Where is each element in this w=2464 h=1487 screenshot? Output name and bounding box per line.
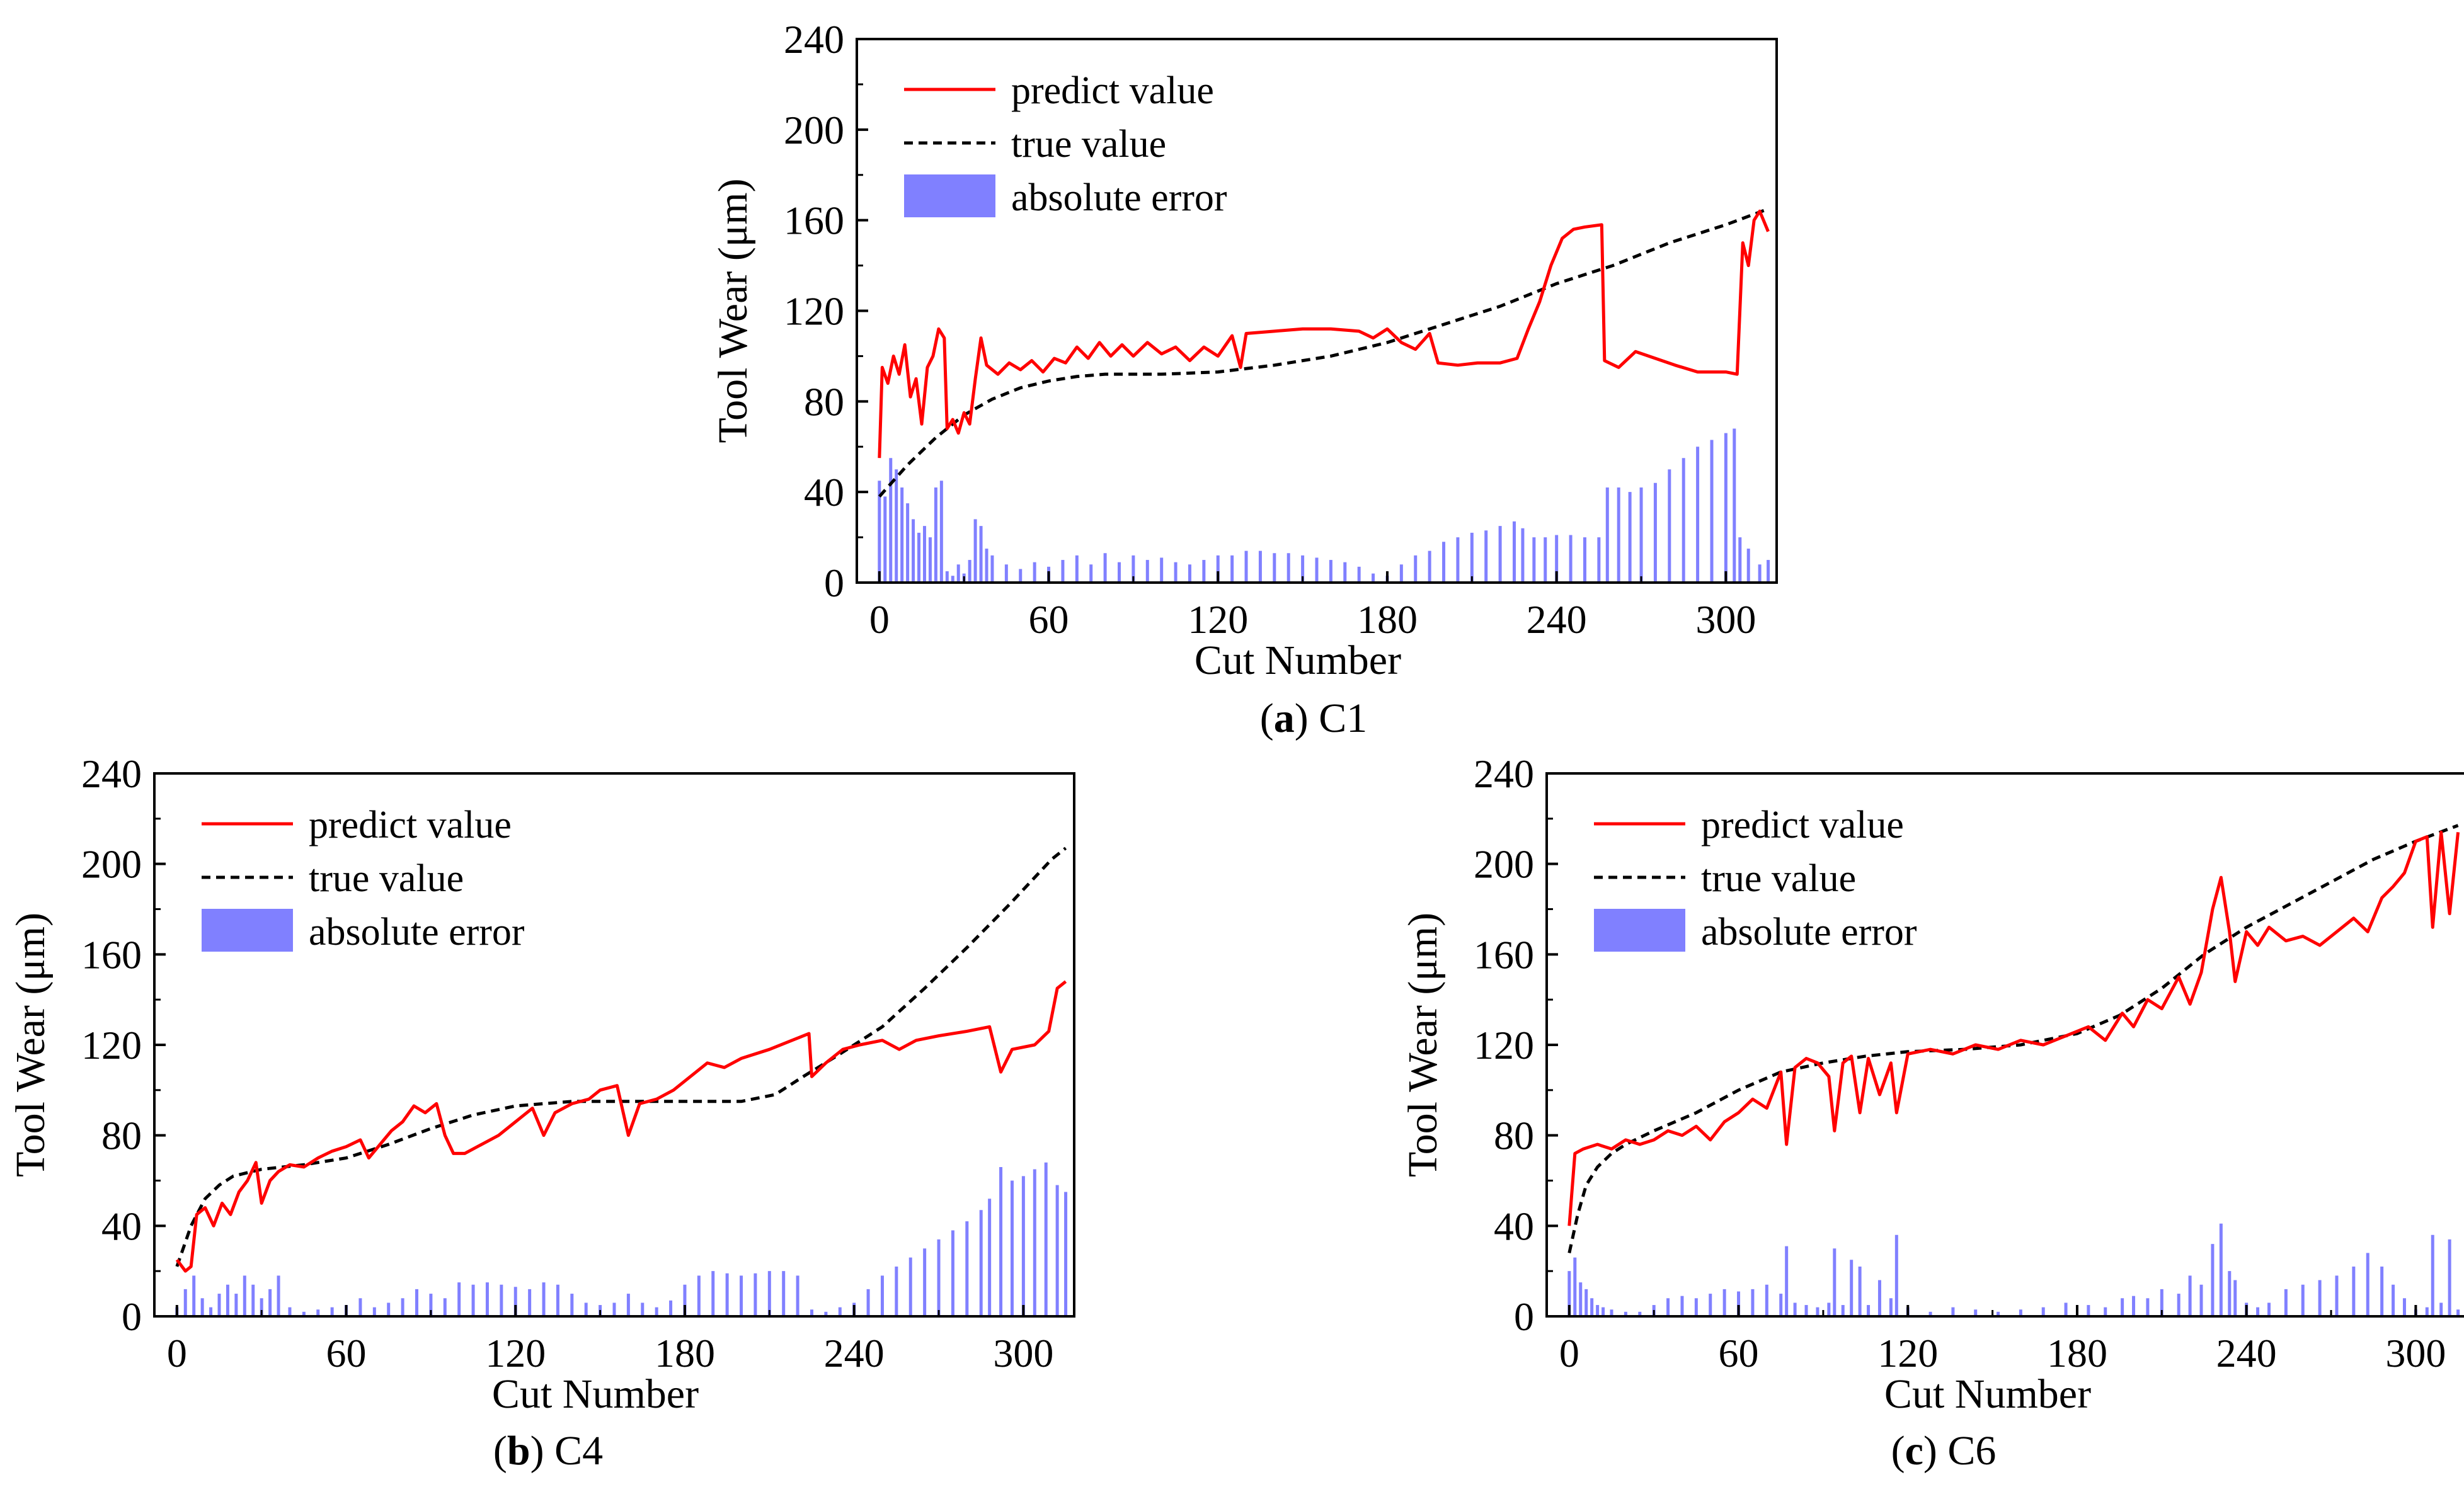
chart-b-caption-letter: b <box>507 1428 530 1474</box>
chart-a-plot-frame <box>856 38 1778 584</box>
chart-c-caption-letter: c <box>1905 1428 1923 1474</box>
chart-c-xtick-label-240: 240 <box>2216 1331 2277 1376</box>
chart-panel-b: 0 40 80 120 160 200 240 0 60 120 180 240 300 Cut Numb… <box>8 751 1075 1474</box>
chart-a-legend-predict-label: predict value <box>1011 69 1214 112</box>
chart-a-y-axis-label: Tool Wear (μm) <box>710 178 756 443</box>
chart-a-ytick-label-160: 160 <box>784 198 844 243</box>
chart-a-ytick-label-240: 240 <box>784 17 844 62</box>
chart-a-xtick-label-300: 300 <box>1695 597 1756 642</box>
chart-c-ytick-label-120: 120 <box>1474 1023 1534 1068</box>
chart-c-legend-error-label: absolute error <box>1701 911 1917 954</box>
chart-a-xtick-label-60: 60 <box>1029 597 1069 642</box>
chart-a-ytick-label-0: 0 <box>824 561 844 605</box>
chart-c-caption-rest: ) C6 <box>1923 1428 1997 1474</box>
chart-b-ytick-label-120: 120 <box>81 1023 142 1068</box>
chart-a-xtick-label-120: 120 <box>1188 597 1248 642</box>
chart-c-caption: (c) C6 <box>1891 1428 1997 1474</box>
chart-a-xtick-label-0: 0 <box>869 597 890 642</box>
chart-c-legend-predict-label: predict value <box>1701 804 1904 846</box>
chart-b-ytick-label-200: 200 <box>81 842 142 887</box>
chart-b-xtick-label-180: 180 <box>655 1331 715 1376</box>
chart-a-ytick-label-200: 200 <box>784 108 844 152</box>
chart-b-ytick-label-160: 160 <box>81 932 142 977</box>
chart-b-predict-value-line <box>175 980 1067 1273</box>
chart-b-x-axis-label: Cut Number <box>492 1371 699 1417</box>
chart-c-xtick-label-300: 300 <box>2385 1331 2446 1376</box>
chart-b-ytick-label-40: 40 <box>101 1204 142 1248</box>
chart-b-ytick-label-240: 240 <box>81 751 142 796</box>
chart-b-legend-error-swatch <box>202 909 293 952</box>
chart-panel-c: 0 40 80 120 160 200 240 0 60 120 180 240 300 Cut Numb… <box>1400 751 2464 1474</box>
chart-panel-a: 0 40 80 120 160 200 240 0 60 120 180 240 300 Cut Numb… <box>710 17 1778 741</box>
chart-b-caption-open: ( <box>493 1428 507 1474</box>
chart-b-legend-true-label: true value <box>309 857 464 900</box>
chart-a-xtick-label-240: 240 <box>1527 597 1587 642</box>
chart-b-xtick-label-300: 300 <box>993 1331 1053 1376</box>
chart-a-true-value-line <box>878 207 1769 498</box>
chart-c-ytick-label-160: 160 <box>1474 932 1534 977</box>
chart-a-caption: (a) C1 <box>1260 695 1367 741</box>
chart-b-xtick-label-120: 120 <box>485 1331 546 1376</box>
chart-c-ytick-label-40: 40 <box>1494 1204 1534 1248</box>
chart-b-caption-rest: ) C4 <box>530 1428 604 1474</box>
chart-b-y-axis-label: Tool Wear (μm) <box>8 913 54 1177</box>
chart-b-caption: (b) C4 <box>493 1428 603 1474</box>
chart-a-ytick-label-40: 40 <box>804 470 844 515</box>
chart-a-legend-error-label: absolute error <box>1011 176 1227 219</box>
chart-c-xtick-label-120: 120 <box>1877 1331 1938 1376</box>
chart-c-xtick-label-0: 0 <box>1559 1331 1579 1376</box>
chart-b-xtick-label-60: 60 <box>326 1331 367 1376</box>
chart-b-legend-predict-label: predict value <box>309 804 512 846</box>
chart-a-caption-open: ( <box>1260 695 1274 741</box>
chart-b-ytick-label-80: 80 <box>101 1114 142 1158</box>
chart-a-ytick-label-120: 120 <box>784 289 844 334</box>
chart-c-predict-value-line <box>1567 830 2460 1226</box>
chart-a-caption-rest: ) C1 <box>1295 695 1368 741</box>
chart-a-x-axis-label: Cut Number <box>1195 637 1401 683</box>
chart-b-ytick-label-0: 0 <box>122 1294 142 1339</box>
chart-c-x-axis-label: Cut Number <box>1884 1371 2091 1417</box>
chart-b-legend-error-label: absolute error <box>309 911 525 954</box>
chart-b-xtick-label-0: 0 <box>167 1331 187 1376</box>
chart-c-y-axis-label: Tool Wear (μm) <box>1400 913 1446 1177</box>
chart-a-legend-true-label: true value <box>1011 123 1166 166</box>
chart-a-predict-value-line <box>878 209 1770 459</box>
chart-c-xtick-label-60: 60 <box>1719 1331 1759 1376</box>
chart-c-ytick-label-80: 80 <box>1494 1114 1534 1158</box>
chart-c-xtick-label-180: 180 <box>2047 1331 2107 1376</box>
chart-c-legend-error-swatch <box>1594 909 1685 952</box>
chart-c-ytick-label-200: 200 <box>1474 842 1534 887</box>
chart-c-legend-true-label: true value <box>1701 857 1856 900</box>
chart-b-true-value-line <box>175 846 1067 1267</box>
chart-a-legend-error-swatch <box>904 174 995 217</box>
chart-a-ytick-label-80: 80 <box>804 379 844 424</box>
chart-a-xtick-label-180: 180 <box>1357 597 1418 642</box>
chart-c-caption-open: ( <box>1891 1428 1905 1474</box>
chart-c-ytick-label-240: 240 <box>1474 751 1534 796</box>
chart-c-true-value-line <box>1567 824 2459 1253</box>
chart-c-ytick-label-0: 0 <box>1514 1294 1534 1339</box>
chart-b-xtick-label-240: 240 <box>824 1331 885 1376</box>
chart-b-plot-frame <box>153 772 1075 1318</box>
chart-a-caption-letter: a <box>1274 695 1295 741</box>
